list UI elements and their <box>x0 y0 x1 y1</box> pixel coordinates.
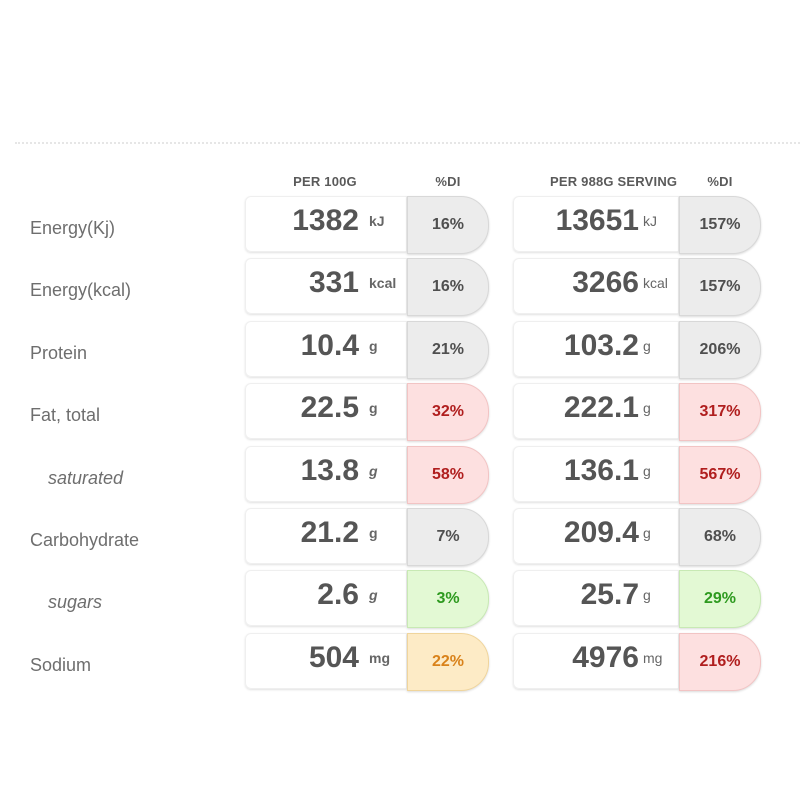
nutrient-label: Fat, total <box>30 405 101 425</box>
nutrient-value: 22.5 <box>300 391 359 424</box>
nutrient-unit: kJ <box>369 213 385 229</box>
nutrient-value: 136.1 <box>563 454 639 487</box>
di-percent-per-serving: 157% <box>679 258 761 316</box>
di-percent-per-serving: 567% <box>679 446 761 504</box>
di-percent-per-100g: 58% <box>407 446 489 504</box>
header-per-100g: PER 100G <box>293 174 357 189</box>
di-percent-per-100g: 16% <box>407 258 489 316</box>
per-serving-cell: 209.4 g <box>513 508 679 564</box>
per-100g-cell: 22.5 g <box>245 383 407 439</box>
nutrient-unit: kJ <box>643 213 657 229</box>
di-percent-per-serving: 68% <box>679 508 761 566</box>
nutrient-value: 3266 <box>572 266 639 299</box>
per-100g-cell: 13.8 g <box>245 446 407 502</box>
per-100g-cell: 331 kcal <box>245 258 407 314</box>
per-serving-cell: 4976 mg <box>513 633 679 689</box>
nutrient-unit: g <box>643 338 651 354</box>
di-percent-per-100g: 3% <box>407 570 489 628</box>
di-percent-per-100g: 7% <box>407 508 489 566</box>
nutrient-row: Sodium 504 mg 22% 4976 mg 216% <box>0 633 800 695</box>
nutrient-unit: g <box>369 587 378 603</box>
nutrient-unit: g <box>369 400 378 416</box>
di-percent-per-100g: 22% <box>407 633 489 691</box>
nutrient-label: Energy(kcal) <box>30 280 132 300</box>
per-serving-cell: 136.1 g <box>513 446 679 502</box>
per-serving-cell: 25.7 g <box>513 570 679 626</box>
nutrient-value: 4976 <box>572 641 639 674</box>
nutrient-label: Energy(Kj) <box>30 218 116 238</box>
nutrient-unit: g <box>643 400 651 416</box>
nutrient-unit: mg <box>643 650 663 666</box>
per-100g-cell: 1382 kJ <box>245 196 407 252</box>
nutrient-row: Fat, total 22.5 g 32% 222.1 g 317% <box>0 383 800 445</box>
di-percent-per-100g: 32% <box>407 383 489 441</box>
nutrient-label: saturated <box>48 468 124 488</box>
di-percent-per-serving: 216% <box>679 633 761 691</box>
nutrient-row: sugars 2.6 g 3% 25.7 g 29% <box>0 570 800 632</box>
nutrient-unit: kcal <box>369 275 397 291</box>
per-100g-cell: 2.6 g <box>245 570 407 626</box>
header-di-per-100g: %DI <box>435 174 461 189</box>
di-percent-per-100g: 21% <box>407 321 489 379</box>
nutrient-label: Protein <box>30 343 88 363</box>
di-percent-per-100g: 16% <box>407 196 489 254</box>
per-100g-cell: 21.2 g <box>245 508 407 564</box>
nutrient-value: 2.6 <box>317 578 359 611</box>
di-percent-per-serving: 206% <box>679 321 761 379</box>
nutrient-value: 103.2 <box>563 329 639 362</box>
nutrient-row: Carbohydrate 21.2 g 7% 209.4 g 68% <box>0 508 800 570</box>
nutrient-unit: mg <box>369 650 390 666</box>
per-serving-cell: 103.2 g <box>513 321 679 377</box>
per-serving-cell: 13651 kJ <box>513 196 679 252</box>
di-percent-per-serving: 317% <box>679 383 761 441</box>
di-percent-per-serving: 157% <box>679 196 761 254</box>
nutrient-unit: g <box>369 463 378 479</box>
per-100g-cell: 10.4 g <box>245 321 407 377</box>
per-serving-cell: 3266 kcal <box>513 258 679 314</box>
nutrient-label: Carbohydrate <box>30 530 140 550</box>
nutrient-unit: kcal <box>643 275 668 291</box>
nutrient-value: 504 <box>308 641 359 674</box>
nutrient-unit: g <box>643 525 651 541</box>
nutrient-unit: g <box>369 525 378 541</box>
nutrient-value: 222.1 <box>563 391 639 424</box>
nutrient-row: saturated 13.8 g 58% 136.1 g 567% <box>0 446 800 508</box>
nutrient-value: 209.4 <box>563 516 639 549</box>
nutrient-value: 25.7 <box>580 578 639 611</box>
nutrient-value: 1382 <box>292 204 359 237</box>
di-percent-per-serving: 29% <box>679 570 761 628</box>
nutrient-row: Energy(Kj) 1382 kJ 16% 13651 kJ 157% <box>0 196 800 258</box>
nutrient-value: 13651 <box>555 204 639 237</box>
nutrient-label: sugars <box>48 592 103 612</box>
nutrient-unit: g <box>643 463 651 479</box>
nutrient-value: 331 <box>308 266 359 299</box>
nutrient-value: 13.8 <box>300 454 359 487</box>
nutrient-unit: g <box>643 587 651 603</box>
nutrient-unit: g <box>369 338 378 354</box>
nutrient-value: 21.2 <box>300 516 359 549</box>
per-100g-cell: 504 mg <box>245 633 407 689</box>
nutrient-value: 10.4 <box>300 329 359 362</box>
nutrient-row: Protein 10.4 g 21% 103.2 g 206% <box>0 321 800 383</box>
header-di-per-serving: %DI <box>707 174 733 189</box>
per-serving-cell: 222.1 g <box>513 383 679 439</box>
nutrient-label: Sodium <box>30 655 92 675</box>
header-per-serving: PER 988G SERVING <box>550 174 678 189</box>
section-divider <box>15 142 800 144</box>
nutrient-row: Energy(kcal) 331 kcal 16% 3266 kcal 157% <box>0 258 800 320</box>
